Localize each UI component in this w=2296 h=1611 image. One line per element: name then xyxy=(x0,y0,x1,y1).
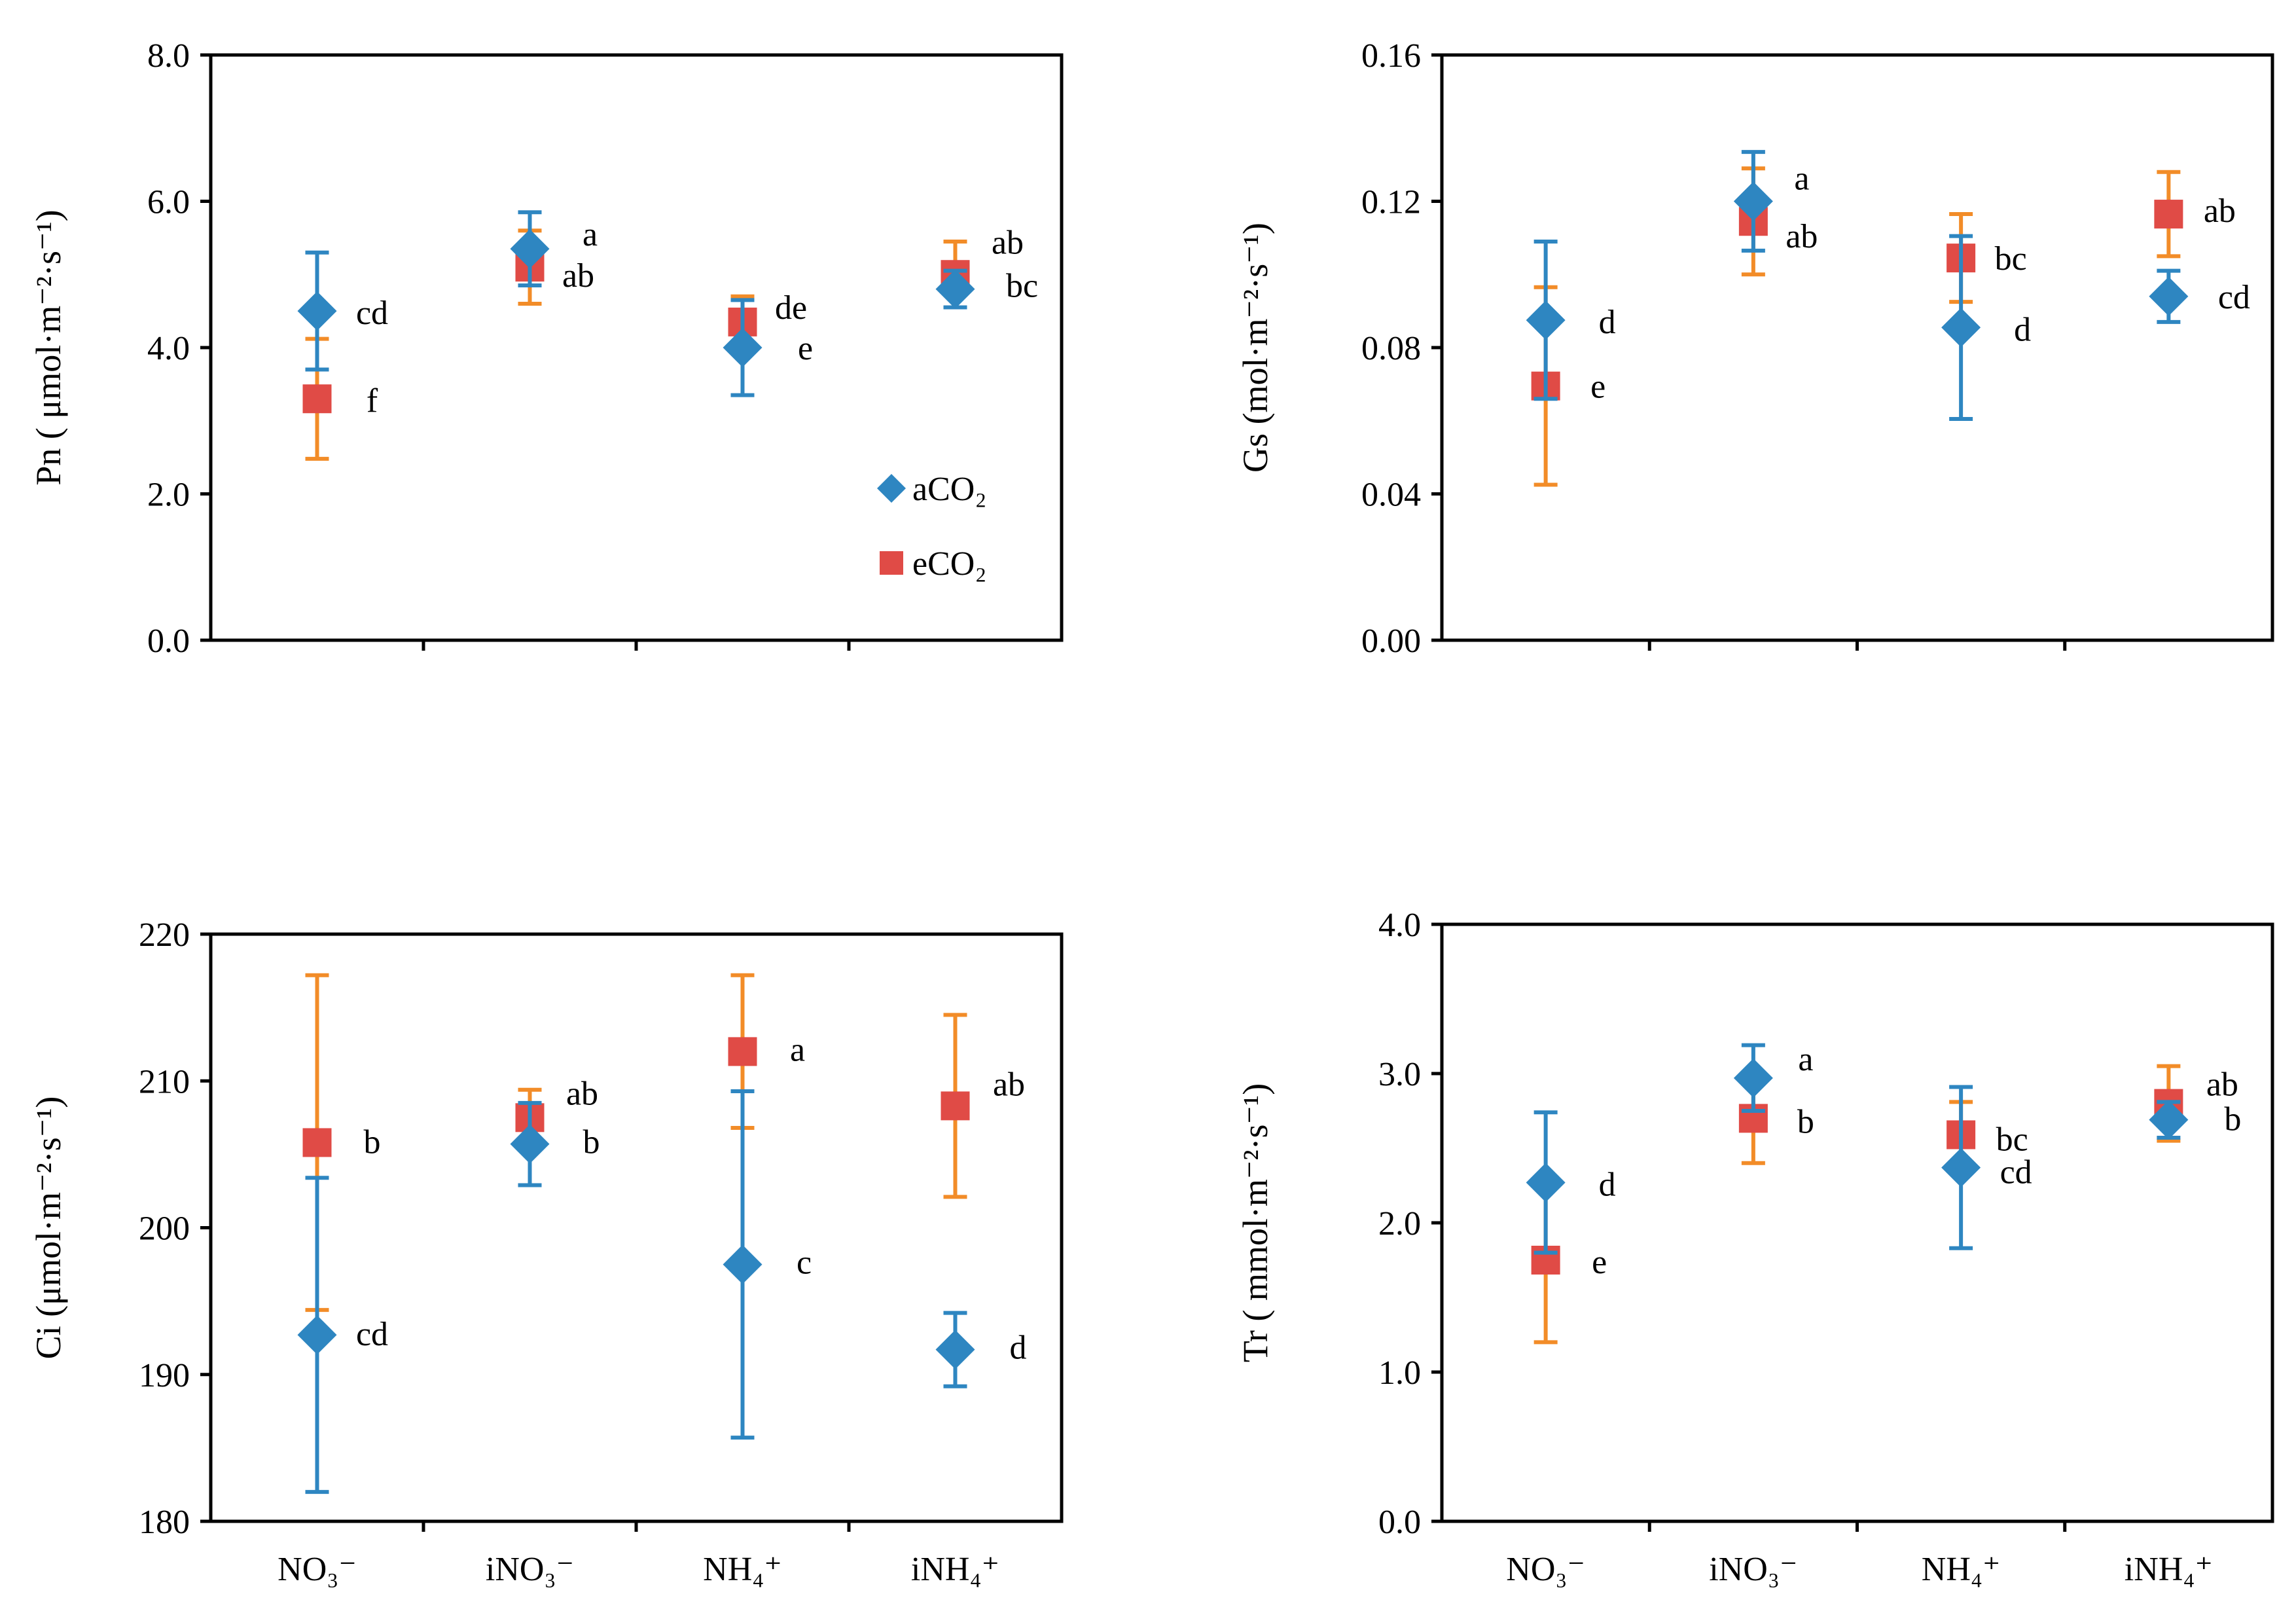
aCO2-significance-label: e xyxy=(798,330,813,367)
aCO2-point xyxy=(510,1124,550,1164)
legend-eco2-marker xyxy=(880,551,903,575)
panel-pn-chart: 0.02.04.06.08.0Pn ( μmol·m⁻²·s⁻¹) fabdeab… xyxy=(29,37,1064,660)
aCO2-significance-label: cd xyxy=(356,295,388,332)
y-tick-label: 0.00 xyxy=(1361,623,1421,660)
aCO2-significance-label: a xyxy=(583,216,598,253)
aCO2-significance-label: d xyxy=(1599,304,1616,341)
aCO2-significance-label: b xyxy=(583,1124,600,1161)
y-tick-label: 8.0 xyxy=(147,37,190,75)
x-category-label: iNH₄⁺ xyxy=(911,1551,999,1588)
plot-frame xyxy=(209,932,1064,1523)
y-tick-label: 200 xyxy=(139,1210,190,1248)
aCO2-point xyxy=(1941,1148,1981,1187)
aCO2-significance-label: c xyxy=(797,1244,812,1282)
eCO2-significance-label: b xyxy=(1797,1103,1814,1140)
eCO2-point xyxy=(2154,200,2183,229)
y-tick-label: 3.0 xyxy=(1378,1056,1421,1093)
y-axis-title: Ci (μmol·m⁻²·s⁻¹) xyxy=(29,1096,68,1360)
y-tick-label: 2.0 xyxy=(1378,1205,1421,1242)
legend-eco2-label: eCO₂ xyxy=(912,545,986,583)
eCO2-significance-label: e xyxy=(1590,369,1605,406)
x-category-label: NO₃⁻ xyxy=(278,1551,357,1588)
x-category-label: NH₄⁺ xyxy=(1922,1551,2001,1588)
x-category-label: iNH₄⁺ xyxy=(2125,1551,2213,1588)
y-tick-label: 1.0 xyxy=(1378,1354,1421,1392)
aCO2-significance-label: d xyxy=(2014,311,2031,348)
eCO2-significance-label: a xyxy=(790,1031,805,1068)
eCO2-significance-label: f xyxy=(367,382,378,420)
aCO2-significance-label: d xyxy=(1010,1330,1027,1367)
y-tick-label: 2.0 xyxy=(147,477,190,514)
legend-aco2-marker xyxy=(877,474,906,503)
eCO2-significance-label: ab xyxy=(1785,218,1818,255)
aCO2-significance-label: cd xyxy=(2218,279,2250,316)
aCO2-significance-label: bc xyxy=(1006,268,1038,305)
eCO2-significance-label: ab xyxy=(2204,192,2236,230)
eCO2-point xyxy=(302,1128,332,1157)
panel-tr-chart: 0.0 1.0 2.0 3.0 4.0 NO₃⁻ iNO₃⁻ NH₄⁺ iNH₄⁺ Tr ( mm… xyxy=(1236,907,2274,1588)
aCO2-significance-label: d xyxy=(1599,1166,1616,1203)
plot-frame xyxy=(1440,922,2274,1523)
eCO2-significance-label: ab xyxy=(992,224,1024,261)
eCO2-significance-label: ab xyxy=(566,1075,598,1112)
aCO2-point xyxy=(297,291,337,331)
plot-frame xyxy=(1440,53,2274,642)
y-tick-label: 0.08 xyxy=(1361,330,1421,367)
y-tick-label: 0.04 xyxy=(1361,477,1421,514)
eCO2-significance-label: e xyxy=(1592,1244,1607,1281)
x-category-label: NO₃⁻ xyxy=(1506,1551,1585,1588)
y-axis-title: Pn ( μmol·m⁻²·s⁻¹) xyxy=(29,209,68,485)
y-axis-title: Tr ( mmol·m⁻²·s⁻¹) xyxy=(1236,1083,1275,1362)
aCO2-point xyxy=(1526,1163,1566,1203)
aCO2-point xyxy=(935,269,975,309)
eCO2-significance-label: bc xyxy=(1995,240,2027,278)
y-axis-title: Gs (mol·m⁻²·s⁻¹) xyxy=(1236,223,1275,473)
aCO2-significance-label: a xyxy=(1798,1041,1813,1078)
aCO2-significance-label: cd xyxy=(356,1316,388,1353)
eCO2-point xyxy=(728,1037,757,1066)
aCO2-point xyxy=(723,328,762,367)
eCO2-significance-label: ab xyxy=(562,257,594,295)
y-tick-label: 0.0 xyxy=(147,623,190,660)
y-tick-label: 0.0 xyxy=(1378,1504,1421,1541)
y-tick-label: 220 xyxy=(139,916,190,954)
aCO2-point xyxy=(297,1315,337,1355)
aCO2-point xyxy=(1941,308,1981,348)
aCO2-point xyxy=(510,229,550,269)
x-category-label: NH₄⁺ xyxy=(703,1551,782,1588)
eCO2-point xyxy=(941,1091,970,1121)
aCO2-point xyxy=(1526,300,1566,340)
aCO2-point xyxy=(1733,181,1773,221)
panel-gs-chart: 0.00 0.04 0.08 0.12 0.16 Gs (mol·m⁻²·s⁻¹) e ab b… xyxy=(1236,37,2274,660)
y-tick-label: 0.12 xyxy=(1361,184,1421,221)
x-category-label: iNO₃⁻ xyxy=(1709,1551,1797,1588)
aCO2-point xyxy=(2149,276,2189,316)
aCO2-point xyxy=(2149,1100,2189,1140)
y-tick-label: 0.16 xyxy=(1361,37,1421,75)
eCO2-point xyxy=(302,384,332,414)
aCO2-point xyxy=(723,1244,762,1284)
aCO2-significance-label: a xyxy=(1794,160,1809,198)
eCO2-significance-label: bc xyxy=(1996,1121,2028,1158)
x-category-label: iNO₃⁻ xyxy=(486,1551,574,1588)
aCO2-significance-label: b xyxy=(2224,1101,2241,1138)
aCO2-point xyxy=(1733,1058,1773,1098)
aCO2-significance-label: cd xyxy=(2000,1154,2032,1191)
eCO2-significance-label: ab xyxy=(993,1066,1025,1103)
eCO2-significance-label: de xyxy=(775,289,807,327)
eCO2-significance-label: b xyxy=(364,1123,381,1161)
y-tick-label: 210 xyxy=(139,1063,190,1100)
y-tick-label: 180 xyxy=(139,1504,190,1541)
aCO2-point xyxy=(935,1330,975,1369)
y-tick-label: 4.0 xyxy=(147,330,190,367)
y-tick-label: 190 xyxy=(139,1357,190,1394)
y-tick-label: 6.0 xyxy=(147,184,190,221)
legend-aco2-label: aCO₂ xyxy=(912,471,986,508)
panel-ci-chart: 180 190 200 210 220 NO₃⁻ iNO₃⁻ NH₄⁺ iNH₄⁺ Ci (μmo… xyxy=(29,916,1064,1588)
eCO2-significance-label: ab xyxy=(2206,1066,2238,1104)
y-tick-label: 4.0 xyxy=(1378,907,1421,944)
